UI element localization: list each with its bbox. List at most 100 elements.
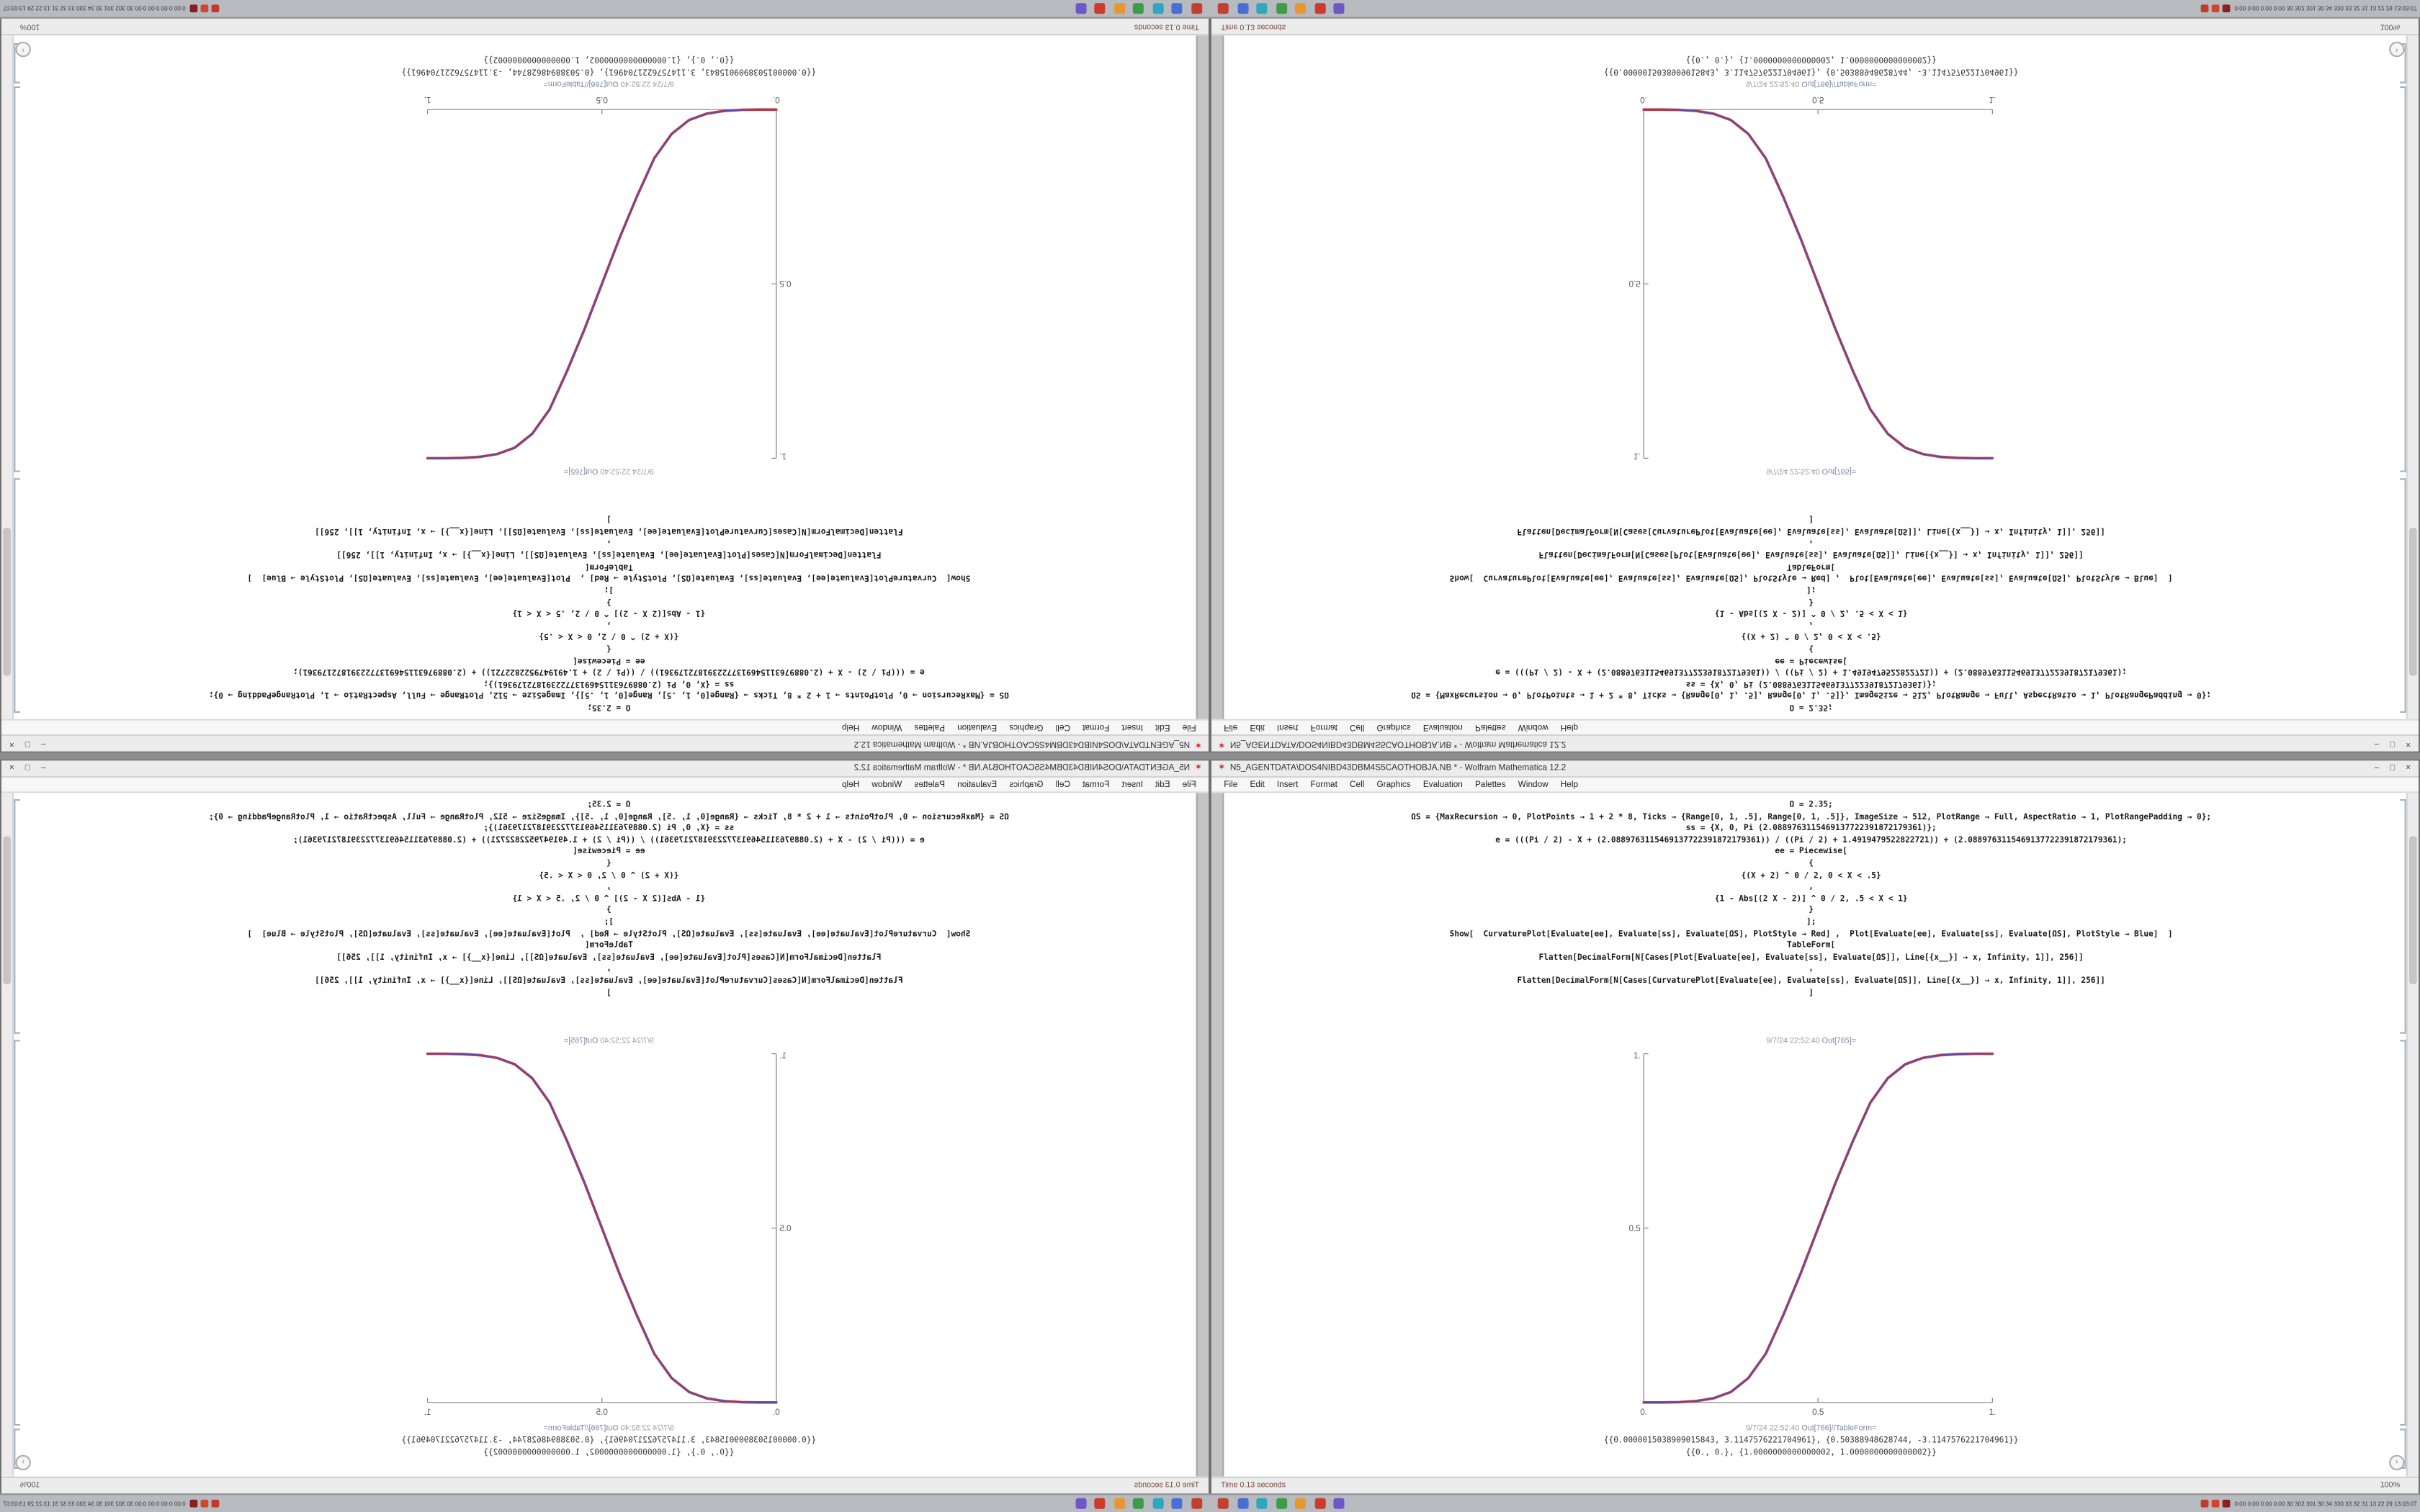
- taskbar-app-icon[interactable]: [1095, 1498, 1106, 1509]
- code-line[interactable]: Ω = 2.35;: [1789, 701, 1833, 711]
- scrollbar-thumb[interactable]: [2409, 836, 2417, 985]
- tray-icon[interactable]: [2222, 4, 2230, 13]
- code-line[interactable]: TableForm[: [584, 561, 633, 571]
- close-button[interactable]: ×: [2406, 739, 2411, 749]
- code-line[interactable]: ,: [1809, 883, 1814, 892]
- menu-item[interactable]: Help: [841, 780, 860, 790]
- cell-bracket[interactable]: [2400, 799, 2406, 1034]
- code-line[interactable]: Flatten[DecimalForm[N[Cases[Plot[Evaluat…: [1538, 549, 2084, 559]
- taskbar-app-icon[interactable]: [1276, 1498, 1287, 1509]
- code-line[interactable]: Show[ CurvaturePlot[Evaluate[ee], Evalua…: [1449, 573, 2173, 582]
- menu-item[interactable]: Evaluation: [957, 780, 998, 790]
- vertical-scrollbar[interactable]: [1, 793, 14, 1477]
- code-line[interactable]: ,: [606, 964, 611, 974]
- menu-item[interactable]: Format: [1083, 722, 1110, 732]
- taskbar-app-icon[interactable]: [1333, 1498, 1345, 1509]
- vertical-scrollbar[interactable]: [2406, 793, 2419, 1477]
- code-line[interactable]: ]: [1809, 988, 1814, 998]
- menu-item[interactable]: Edit: [1155, 780, 1170, 790]
- code-line[interactable]: ΩS = {MaxRecursion → 0, PlotPoints → 1 +…: [1411, 812, 2212, 822]
- cell-bracket[interactable]: [2400, 1040, 2406, 1426]
- code-line[interactable]: ss = {X, 0, Pi (2.0889763115469137722391…: [483, 824, 735, 834]
- circled-chevron-icon[interactable]: ›: [15, 41, 31, 58]
- code-line[interactable]: }: [606, 596, 611, 606]
- code-line[interactable]: e = (((Pi / 2) - X + (2.0889763115469137…: [1495, 667, 2127, 677]
- notebook-canvas[interactable]: Ω = 2.35; ΩS = {MaxRecursion → 0, PlotPoi…: [1211, 793, 2419, 1477]
- taskbar-app-icon[interactable]: [1152, 3, 1164, 14]
- menu-item[interactable]: Palettes: [1475, 780, 1506, 790]
- code-line[interactable]: {1 - Abs[(2 X - 2)] ^ 0 / 2, .5 < X < 1}: [1714, 894, 1908, 904]
- code-line[interactable]: ss = {X, 0, Pi (2.0889763115469137722391…: [1685, 678, 1937, 688]
- cell-bracket[interactable]: [2400, 86, 2406, 472]
- code-line[interactable]: ]: [606, 514, 611, 524]
- menu-item[interactable]: Format: [1310, 780, 1337, 790]
- code-line[interactable]: {1 - Abs[(2 X - 2)] ^ 0 / 2, .5 < X < 1}: [512, 894, 706, 904]
- tray-icon[interactable]: [201, 1499, 209, 1508]
- minimize-button[interactable]: –: [40, 739, 46, 749]
- code-line[interactable]: {: [1809, 859, 1814, 869]
- circled-chevron-icon[interactable]: ›: [2389, 1454, 2405, 1471]
- code-line[interactable]: }: [606, 906, 611, 916]
- taskbar-app-icon[interactable]: [1294, 3, 1306, 14]
- menu-item[interactable]: Window: [1518, 780, 1549, 790]
- taskbar-app-icon[interactable]: [1133, 3, 1144, 14]
- taskbar-app-icon[interactable]: [1075, 1498, 1087, 1509]
- code-line[interactable]: ΩS = {MaxRecursion → 0, PlotPoints → 1 +…: [1411, 690, 2212, 700]
- menu-item[interactable]: File: [1182, 722, 1196, 732]
- taskbar-app-icon[interactable]: [1172, 1498, 1183, 1509]
- tray-icon[interactable]: [2200, 4, 2208, 13]
- maximize-button[interactable]: □: [2390, 763, 2396, 773]
- taskbar-app-icon[interactable]: [1133, 1498, 1144, 1509]
- close-button[interactable]: ×: [2406, 763, 2411, 773]
- taskbar-app-icon[interactable]: [1095, 3, 1106, 14]
- code-line[interactable]: Ω = 2.35;: [1789, 801, 1833, 810]
- code-line[interactable]: ,: [606, 620, 611, 629]
- code-line[interactable]: ]: [606, 988, 611, 998]
- notebook-canvas[interactable]: Ω = 2.35; ΩS = {MaxRecursion → 0, PlotPoi…: [1211, 35, 2419, 719]
- menu-item[interactable]: Edit: [1250, 780, 1265, 790]
- code-line[interactable]: Flatten[DecimalForm[N[Cases[Plot[Evaluat…: [336, 549, 882, 559]
- tray-icon[interactable]: [190, 1499, 198, 1508]
- code-line[interactable]: TableForm[: [1787, 561, 1836, 571]
- menu-item[interactable]: Insert: [1276, 780, 1299, 790]
- menu-item[interactable]: Insert: [1121, 780, 1144, 790]
- cell-bracket[interactable]: [14, 799, 20, 1034]
- taskbar-app-icon[interactable]: [1294, 1498, 1306, 1509]
- menu-item[interactable]: Evaluation: [957, 722, 998, 732]
- taskbar-app-icon[interactable]: [1314, 1498, 1325, 1509]
- code-line[interactable]: ss = {X, 0, Pi (2.0889763115469137722391…: [483, 678, 735, 688]
- code-line[interactable]: Ω = 2.35;: [587, 701, 631, 711]
- notebook-canvas[interactable]: Ω = 2.35; ΩS = {MaxRecursion → 0, PlotPoi…: [1, 793, 1209, 1477]
- maximize-button[interactable]: □: [2390, 739, 2396, 749]
- taskbar-app-icon[interactable]: [1276, 3, 1287, 14]
- menu-item[interactable]: Evaluation: [1422, 722, 1463, 732]
- close-button[interactable]: ×: [9, 763, 14, 773]
- cell-bracket[interactable]: [2400, 478, 2406, 713]
- taskbar-app-icon[interactable]: [1237, 1498, 1248, 1509]
- code-line[interactable]: Flatten[DecimalForm[N[Cases[Plot[Evaluat…: [336, 953, 882, 963]
- code-line[interactable]: e = (((Pi / 2) - X + (2.0889763115469137…: [293, 667, 925, 677]
- tray-icon[interactable]: [201, 4, 209, 13]
- code-line[interactable]: Flatten[DecimalForm[N[Cases[CurvaturePlo…: [315, 976, 903, 986]
- menu-item[interactable]: Graphics: [1009, 780, 1044, 790]
- taskbar-app-icon[interactable]: [1217, 1498, 1229, 1509]
- code-line[interactable]: ,: [606, 538, 611, 548]
- code-line[interactable]: {(X + 2) ^ 0 / 2, 0 < X < .5}: [1741, 631, 1881, 642]
- scrollbar-thumb[interactable]: [3, 836, 11, 985]
- code-line[interactable]: ee = Piecewise[: [573, 654, 645, 665]
- menu-item[interactable]: Palettes: [914, 722, 945, 732]
- code-line[interactable]: Show[ CurvaturePlot[Evaluate[ee], Evalua…: [247, 930, 971, 939]
- vertical-scrollbar[interactable]: [2406, 35, 2419, 719]
- menu-item[interactable]: Help: [1560, 722, 1579, 732]
- menu-item[interactable]: Edit: [1155, 722, 1170, 732]
- code-line[interactable]: ,: [606, 883, 611, 892]
- tray-icon[interactable]: [190, 4, 198, 13]
- code-line[interactable]: ,: [1809, 964, 1814, 974]
- cell-bracket[interactable]: [14, 1040, 20, 1426]
- menu-item[interactable]: Graphics: [1376, 722, 1411, 732]
- menu-item[interactable]: Palettes: [1475, 722, 1506, 732]
- code-line[interactable]: Flatten[DecimalForm[N[Cases[CurvaturePlo…: [315, 526, 903, 536]
- taskbar-app-icon[interactable]: [1314, 3, 1325, 14]
- notebook-canvas[interactable]: Ω = 2.35; ΩS = {MaxRecursion → 0, PlotPoi…: [1, 35, 1209, 719]
- menu-item[interactable]: Help: [1560, 780, 1579, 790]
